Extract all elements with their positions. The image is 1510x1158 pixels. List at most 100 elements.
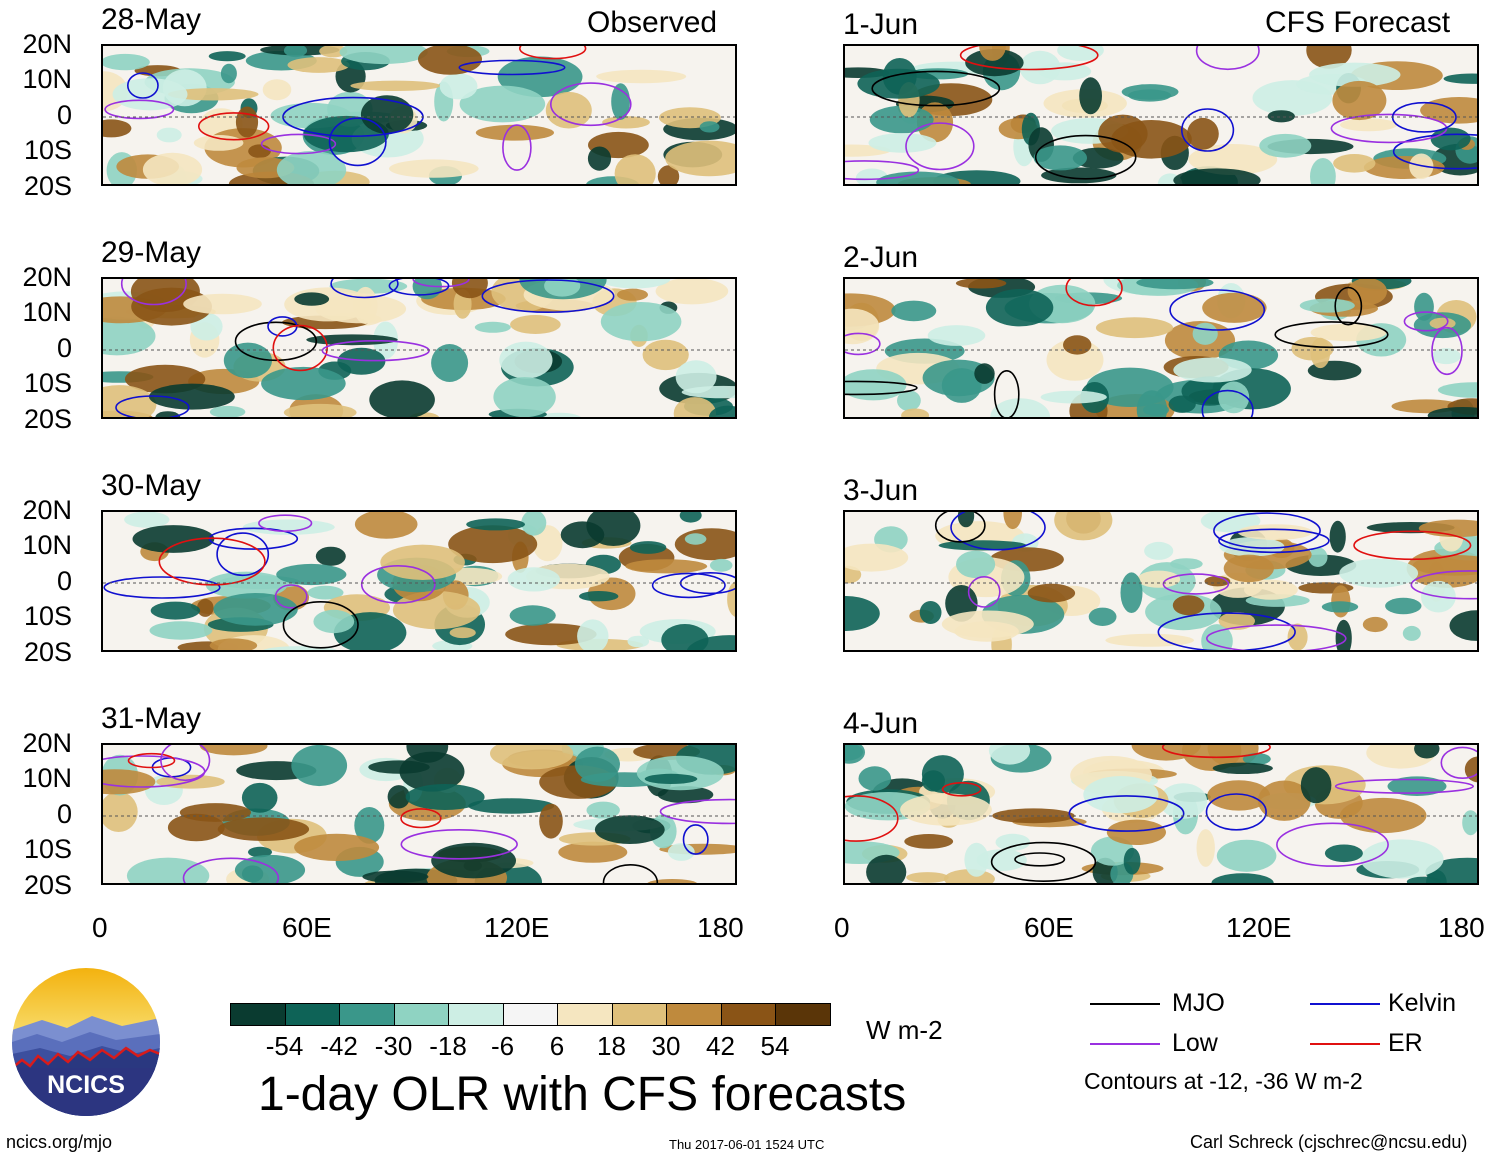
olr-anomaly-blob xyxy=(1242,753,1271,765)
wave-contour xyxy=(967,576,1001,608)
wave-contour xyxy=(182,857,280,883)
olr-anomaly-blob xyxy=(103,53,150,71)
olr-anomaly-blob xyxy=(248,846,272,858)
olr-anomaly-blob xyxy=(627,635,650,648)
olr-anomaly-blob xyxy=(1218,612,1255,630)
olr-anomaly-blob xyxy=(1329,520,1346,553)
olr-anomaly-blob xyxy=(132,525,215,553)
olr-anomaly-blob xyxy=(661,624,709,650)
olr-anomaly-blob xyxy=(1137,570,1181,588)
map-panel-obs-3 xyxy=(101,510,737,652)
olr-anomaly-blob xyxy=(611,83,630,120)
olr-anomaly-blob xyxy=(197,598,214,617)
lat-label: 0 xyxy=(56,100,72,130)
olr-anomaly-blob xyxy=(149,621,213,640)
olr-anomaly-blob xyxy=(276,150,347,184)
olr-anomaly-blob xyxy=(490,745,574,770)
olr-anomaly-blob xyxy=(439,73,478,100)
olr-anomaly-blob xyxy=(1406,876,1441,883)
wave-contour xyxy=(1205,793,1267,831)
olr-anomaly-blob xyxy=(544,279,581,297)
wave-contour xyxy=(934,512,986,543)
olr-anomaly-blob xyxy=(235,106,259,138)
olr-anomaly-blob xyxy=(901,408,930,417)
olr-anomaly-blob xyxy=(1414,292,1434,321)
olr-anomaly-blob xyxy=(644,773,698,784)
wave-contour xyxy=(104,99,175,120)
footer-url[interactable]: ncics.org/mjo xyxy=(6,1132,113,1152)
wave-contour xyxy=(502,124,532,171)
panel-date-fcst-3: 3-Jun xyxy=(843,474,919,507)
colorbar-swatch xyxy=(339,1003,395,1026)
olr-anomaly-blob xyxy=(1090,836,1135,866)
wave-contour xyxy=(272,324,328,372)
olr-anomaly-blob xyxy=(594,815,665,844)
olr-anomaly-blob xyxy=(954,621,1019,642)
olr-anomaly-blob xyxy=(418,46,482,75)
olr-anomaly-blob xyxy=(276,563,347,586)
wave-contour xyxy=(845,332,881,356)
olr-anomaly-blob xyxy=(1310,323,1387,342)
olr-anomaly-blob xyxy=(339,46,428,65)
olr-anomaly-blob xyxy=(587,146,612,171)
olr-anomaly-blob xyxy=(617,288,648,301)
olr-anomaly-blob xyxy=(1211,873,1274,883)
lat-label: 10S xyxy=(23,601,72,631)
olr-anomaly-blob xyxy=(919,601,942,624)
olr-anomaly-blob xyxy=(845,596,880,631)
olr-anomaly-blob xyxy=(1414,745,1440,759)
wave-contour xyxy=(1157,612,1296,650)
olr-anomaly-blob xyxy=(1172,595,1205,616)
lat-label: 20S xyxy=(23,870,72,900)
panel-date-obs-1: 28-May xyxy=(101,3,202,36)
lat-label: 20N xyxy=(22,728,72,758)
wave-contour xyxy=(158,537,266,586)
wave-contour xyxy=(941,781,982,797)
lat-label: 20N xyxy=(22,29,72,59)
olr-anomaly-blob xyxy=(1299,298,1355,313)
colorbar-tick-label: -18 xyxy=(429,1031,467,1061)
olr-anomaly-blob xyxy=(1385,597,1422,615)
olr-field xyxy=(103,46,735,184)
wave-contour xyxy=(412,279,470,288)
olr-anomaly-blob xyxy=(995,833,1031,851)
olr-anomaly-blob xyxy=(220,63,237,84)
olr-anomaly-blob xyxy=(223,342,272,379)
olr-anomaly-blob xyxy=(1310,337,1331,369)
wave-contour xyxy=(1440,746,1477,779)
olr-anomaly-blob xyxy=(1207,780,1271,811)
olr-anomaly-blob xyxy=(1003,512,1022,530)
olr-anomaly-blob xyxy=(510,315,561,334)
olr-anomaly-blob xyxy=(350,80,441,91)
legend-swatch-mjo xyxy=(1090,1003,1160,1005)
wave-contour xyxy=(1410,570,1477,600)
wave-contour xyxy=(330,279,399,299)
colorbar-tick-label: 42 xyxy=(706,1031,735,1061)
olr-anomaly-blob xyxy=(709,558,733,572)
olr-anomaly-blob xyxy=(431,842,516,879)
wave-contour xyxy=(905,122,975,171)
olr-anomaly-blob xyxy=(1420,97,1477,124)
olr-anomaly-blob xyxy=(596,69,687,84)
wave-contour xyxy=(871,70,1001,107)
olr-anomaly-blob xyxy=(574,746,620,782)
olr-anomaly-blob xyxy=(1429,317,1456,330)
olr-anomaly-blob xyxy=(475,124,554,141)
olr-anomaly-blob xyxy=(287,57,350,73)
olr-anomaly-blob xyxy=(1202,292,1267,323)
olr-anomaly-blob xyxy=(261,366,346,401)
olr-anomaly-blob xyxy=(213,593,298,626)
lat-label: 0 xyxy=(56,333,72,363)
lon-label: 0 xyxy=(834,912,850,943)
wave-contour xyxy=(950,512,1046,551)
olr-anomaly-blob xyxy=(560,521,605,549)
olr-anomaly-blob xyxy=(845,745,864,761)
colorbar-swatch xyxy=(284,1003,340,1026)
lat-label: 0 xyxy=(56,799,72,829)
wave-contour xyxy=(1218,528,1330,554)
legend-label-low: Low xyxy=(1172,1029,1218,1057)
olr-anomaly-blob xyxy=(891,300,937,322)
colorbar-swatch xyxy=(502,1003,558,1026)
map-panel-obs-4 xyxy=(101,743,737,885)
olr-anomaly-blob xyxy=(625,559,708,574)
